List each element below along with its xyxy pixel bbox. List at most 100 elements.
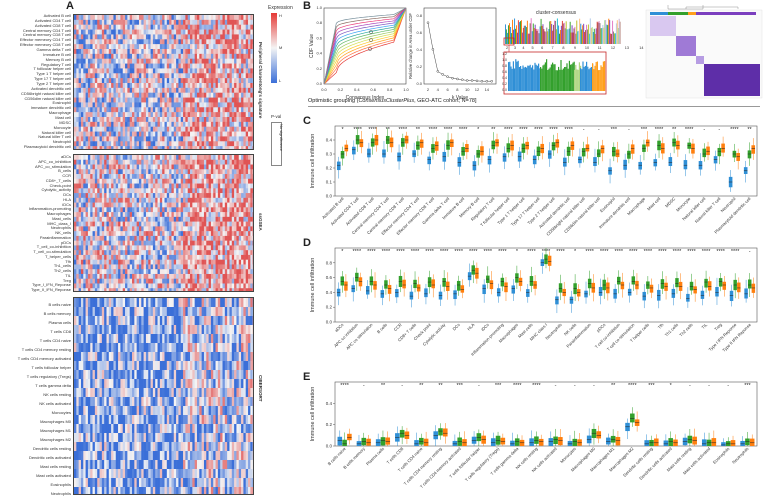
cdf-x-tick: 1.0 bbox=[403, 87, 409, 92]
cluster-consensus-bar bbox=[606, 25, 607, 44]
significance-label: **** bbox=[534, 127, 543, 133]
box bbox=[704, 279, 707, 288]
heatmap-row-label: Plasmacytoid dendritic cell bbox=[20, 145, 71, 150]
zoom-bar bbox=[515, 59, 516, 91]
significance-label: - bbox=[718, 127, 720, 133]
legend-mid: M bbox=[279, 46, 282, 50]
box bbox=[684, 160, 688, 169]
delta-point bbox=[486, 80, 488, 82]
delta-y-tick: 0.2 bbox=[416, 64, 422, 69]
box bbox=[337, 162, 341, 170]
cluster-consensus-bar bbox=[574, 28, 575, 44]
y-tick-label: 0.2 bbox=[326, 422, 333, 427]
cluster-consensus-bar bbox=[536, 29, 537, 44]
box bbox=[482, 285, 485, 294]
delta-ylabel: Relative change in Area under CDF bbox=[408, 13, 413, 79]
significance-label: * bbox=[516, 249, 519, 255]
box bbox=[558, 437, 563, 445]
box bbox=[701, 291, 704, 299]
zoom-bar bbox=[509, 62, 510, 91]
zoom-bar bbox=[603, 62, 604, 92]
box bbox=[359, 277, 362, 286]
box bbox=[750, 439, 755, 446]
zoom-bar bbox=[568, 69, 569, 91]
significance-label: **** bbox=[425, 249, 434, 255]
cdf-y-tick: 0.8 bbox=[316, 20, 322, 25]
x-tick-label: T cells regulatory (Tregs) bbox=[464, 446, 501, 483]
cluster-tick: 7 bbox=[551, 46, 553, 50]
box bbox=[549, 438, 554, 446]
cluster-consensus-bar bbox=[557, 19, 558, 45]
y-tick-label: 0.2 bbox=[326, 305, 333, 310]
x-tick-label: Dendritic cells activated bbox=[638, 446, 673, 481]
box bbox=[443, 428, 448, 436]
significance-label: **** bbox=[655, 127, 664, 133]
delta-point bbox=[437, 70, 439, 72]
box bbox=[526, 289, 529, 297]
significance-label: **** bbox=[644, 249, 653, 255]
group-label-atc: ATC bbox=[212, 3, 226, 10]
y-tick-label: 0.8 bbox=[326, 260, 333, 265]
zoom-bar bbox=[519, 67, 520, 91]
significance-label: **** bbox=[353, 127, 362, 133]
cluster-consensus-bar bbox=[609, 20, 610, 44]
zoom-bar bbox=[565, 67, 566, 91]
cluster-consensus-bar bbox=[518, 20, 519, 44]
zoom-y-tick: 0.8 bbox=[502, 64, 507, 68]
x-tick-label: APC co stimulation bbox=[345, 322, 374, 351]
cluster-consensus-bar bbox=[581, 29, 582, 44]
box bbox=[593, 157, 597, 166]
box bbox=[490, 280, 493, 289]
significance-label: - bbox=[478, 383, 480, 389]
zoom-bar bbox=[524, 68, 525, 92]
cluster-consensus-bar bbox=[524, 26, 525, 44]
box bbox=[357, 441, 362, 446]
consensus-caption: Optimistic grouping (ConsensusClusterPlu… bbox=[308, 98, 476, 104]
zoom-bar bbox=[548, 69, 549, 91]
cluster-consensus-bar bbox=[537, 31, 538, 44]
x-tick-label: HLA bbox=[466, 322, 475, 331]
cluster-consensus-bar bbox=[613, 32, 614, 45]
section-label-cibersort: CIBERSORT bbox=[258, 375, 263, 402]
zoom-bar bbox=[590, 68, 591, 91]
zoom-bar bbox=[592, 63, 593, 91]
significance-label: **** bbox=[440, 249, 449, 255]
box bbox=[424, 439, 429, 446]
x-tick-label: Type II IFN Reponse bbox=[721, 322, 752, 353]
zoom-bar bbox=[575, 65, 576, 91]
box bbox=[446, 140, 450, 149]
x-tick-label: Mast cell bbox=[646, 196, 661, 211]
cluster-consensus-bar bbox=[562, 21, 563, 44]
box bbox=[721, 144, 725, 153]
panel-label-a: A bbox=[66, 0, 74, 12]
box bbox=[748, 279, 751, 288]
cluster-consensus-bar bbox=[580, 24, 581, 44]
box bbox=[748, 150, 752, 158]
significance-label: ** bbox=[386, 127, 391, 133]
box bbox=[616, 437, 621, 445]
consensus-matrix bbox=[646, 5, 762, 98]
cluster-consensus-bar bbox=[611, 34, 612, 44]
x-tick-label: pDCs bbox=[595, 322, 606, 333]
cdf-x-tick: 0.8 bbox=[387, 87, 393, 92]
cluster-consensus-bar bbox=[603, 28, 604, 44]
matrix-legend-bar bbox=[650, 12, 668, 15]
zoom-bar bbox=[588, 69, 589, 91]
box bbox=[744, 288, 747, 298]
zoom-bar bbox=[527, 66, 528, 91]
significance-label: **** bbox=[564, 127, 573, 133]
zoom-bar bbox=[541, 69, 542, 91]
zoom-bar bbox=[604, 61, 605, 91]
zoom-bar bbox=[540, 67, 541, 91]
box bbox=[592, 429, 597, 438]
box bbox=[577, 289, 580, 296]
heatmap-row-label: B cells memory bbox=[18, 309, 71, 318]
delta-x-tick: 12 bbox=[475, 87, 480, 92]
matrix-dendrogram bbox=[668, 5, 738, 9]
box bbox=[719, 278, 722, 286]
box bbox=[706, 147, 710, 156]
box bbox=[631, 144, 635, 153]
cluster-consensus-bar bbox=[614, 33, 615, 44]
x-tick-label: aDCs bbox=[334, 322, 345, 333]
